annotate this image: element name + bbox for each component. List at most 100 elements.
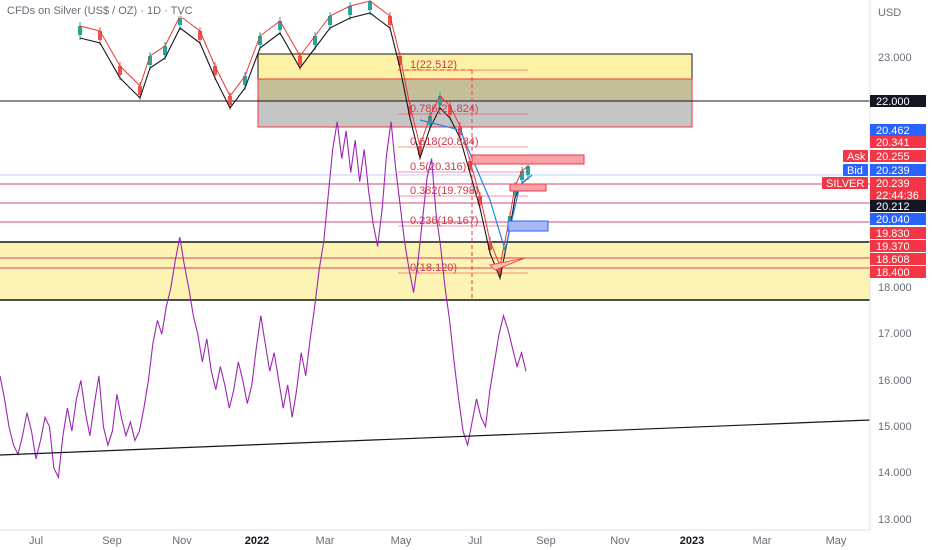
x-tick-label: Sep — [102, 535, 122, 547]
x-tick-label: Mar — [316, 535, 335, 547]
candle-body — [213, 66, 217, 75]
candle-body — [278, 21, 282, 30]
candle-body — [398, 56, 402, 65]
price-tag-bg — [870, 136, 926, 148]
fib-level-label: 0.786(21.824) — [410, 103, 479, 115]
sell-order-box — [471, 154, 585, 165]
x-tick-label: Jul — [468, 535, 482, 547]
candle-body — [298, 56, 302, 65]
fib-level-label: 0.5(20.316) — [410, 161, 466, 173]
y-tick-label: 14.000 — [878, 467, 912, 479]
x-tick-label: 2022 — [245, 535, 269, 547]
candle-body — [408, 106, 412, 115]
y-tick-label: 13.000 — [878, 514, 912, 526]
price-tag-label: 22.000 — [876, 96, 910, 108]
fib-level-label: 0.236(19.167) — [410, 215, 479, 227]
price-tag-bg — [870, 164, 926, 176]
candle-body — [178, 16, 182, 25]
price-tag-label: 20.239 — [876, 178, 910, 190]
candle-body — [418, 146, 422, 155]
candle-body — [428, 116, 432, 125]
candle-body — [98, 31, 102, 40]
price-tag-prefix-bg — [843, 150, 868, 162]
fib-level-label: 0.618(20.884) — [410, 136, 479, 148]
moving-average-red — [79, 0, 529, 268]
candle-body — [78, 26, 82, 35]
price-tag-bg — [870, 200, 926, 212]
candle-body — [198, 31, 202, 40]
fib-level-label: 1(22.512) — [410, 59, 457, 71]
candle-body — [228, 96, 232, 105]
price-tag-prefix: Bid — [847, 165, 863, 177]
price-tag-label: 18.400 — [876, 267, 910, 279]
candle-body — [148, 56, 152, 65]
price-tag-prefix-bg — [843, 164, 868, 176]
axis-currency: USD — [878, 7, 901, 19]
long-term-trendline — [0, 419, 871, 456]
candle-body — [118, 66, 122, 75]
candle-body — [438, 96, 442, 105]
price-tag-label: 19.830 — [876, 228, 910, 240]
fib-level-label: 0.382(19.798) — [410, 185, 479, 197]
price-tag-bg — [870, 124, 926, 136]
support-zone — [0, 242, 870, 300]
price-tag-prefix: SILVER — [826, 178, 864, 190]
price-tag-bg — [870, 189, 926, 201]
candle-body — [478, 196, 482, 205]
price-tag-prefix-bg — [822, 177, 868, 189]
candle-body — [258, 36, 262, 45]
y-tick-label: 18.000 — [878, 282, 912, 294]
x-tick-label: Mar — [753, 535, 772, 547]
price-tag-label: 20.212 — [876, 201, 910, 213]
candle-body — [243, 76, 247, 85]
x-tick-label: Sep — [536, 535, 556, 547]
candle-body — [498, 266, 502, 275]
price-tag-bg — [870, 240, 926, 252]
price-tag-bg — [870, 177, 926, 189]
price-tag-bg — [870, 227, 926, 239]
chart-title: CFDs on Silver (US$ / OZ) · 1D · TVC — [4, 4, 196, 18]
price-tag-label: 20.255 — [876, 151, 910, 163]
moving-average-black — [79, 12, 529, 280]
price-tag-bg — [870, 213, 926, 225]
candle-body — [488, 241, 492, 250]
price-tag-bg — [870, 253, 926, 265]
x-tick-label: Jul — [29, 535, 43, 547]
candle-body — [520, 171, 524, 180]
buy-order-box — [507, 220, 549, 232]
price-tag-label: 19.370 — [876, 241, 910, 253]
price-tag-prefix: Ask — [847, 151, 866, 163]
y-tick-label: 23.000 — [878, 52, 912, 64]
pattern-triangle — [489, 257, 526, 271]
x-tick-label: May — [391, 535, 412, 547]
candle-body — [138, 86, 142, 95]
price-tag-label: 20.341 — [876, 137, 910, 149]
candle-body — [313, 36, 317, 45]
price-tag-label: 20.040 — [876, 214, 910, 226]
candle-body — [388, 16, 392, 25]
price-tag-bg — [870, 95, 926, 107]
candle-body — [328, 16, 332, 25]
x-tick-label: 2023 — [680, 535, 704, 547]
price-tag-label: 20.462 — [876, 125, 910, 137]
x-tick-label: Nov — [610, 535, 630, 547]
price-tag-label: 22:44:36 — [876, 190, 919, 202]
y-tick-label: 17.000 — [878, 328, 912, 340]
price-tag-label: 20.239 — [876, 165, 910, 177]
fib-level-label: 0(18.120) — [410, 262, 457, 274]
candle-body — [468, 161, 472, 170]
candle-body — [163, 46, 167, 55]
price-tag-bg — [870, 150, 926, 162]
oscillator-line — [0, 121, 527, 480]
resistance-grey-zone — [257, 78, 693, 128]
sell-order-box-small — [509, 183, 547, 192]
x-tick-label: May — [826, 535, 847, 547]
y-tick-label: 16.000 — [878, 375, 912, 387]
candle-body — [526, 166, 530, 175]
candle-body — [368, 1, 372, 10]
price-tag-bg — [870, 266, 926, 278]
y-tick-label: 15.000 — [878, 421, 912, 433]
x-tick-label: Nov — [172, 535, 192, 547]
